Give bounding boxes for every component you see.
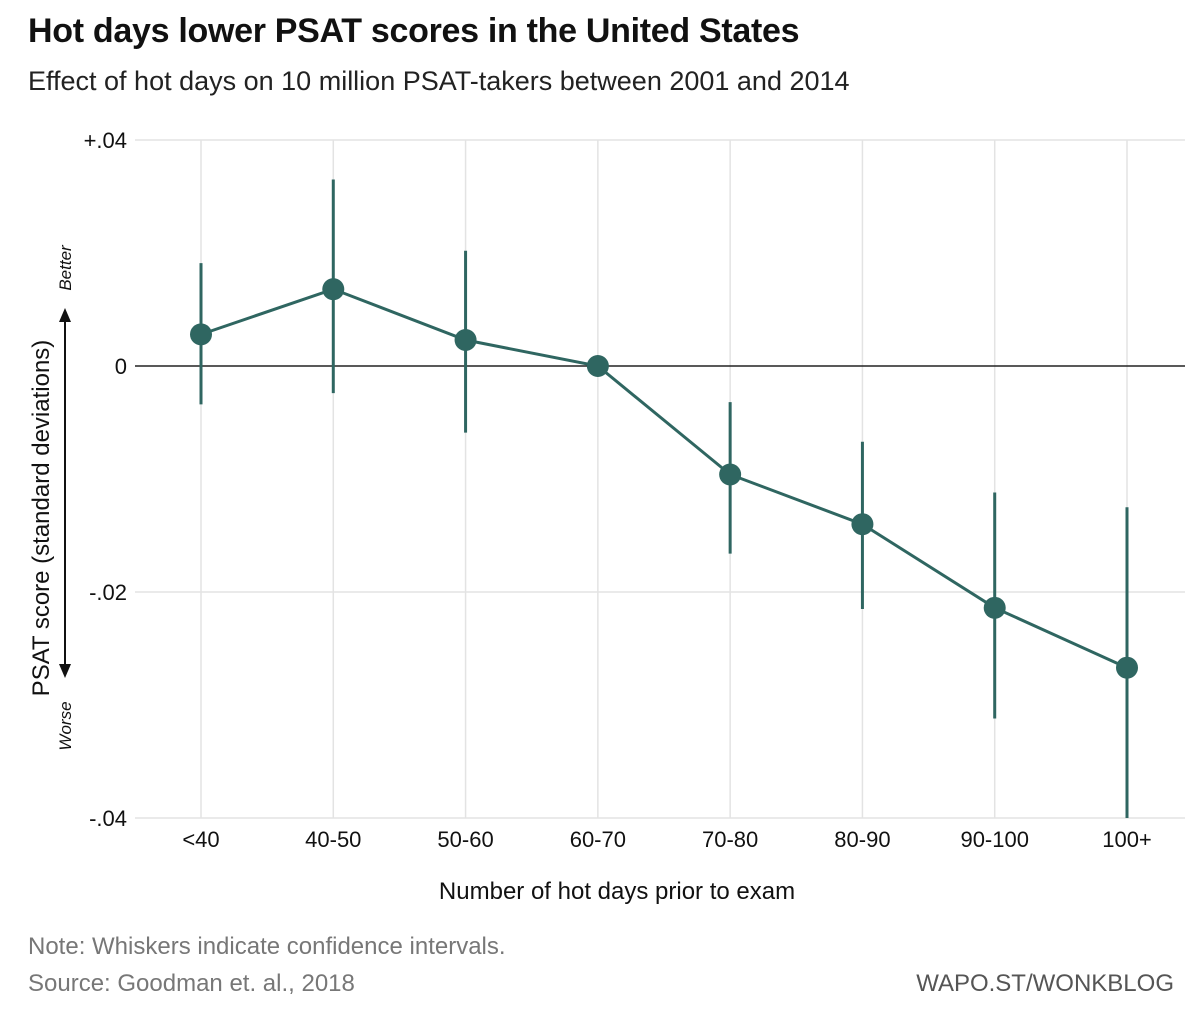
y-axis-label: PSAT score (standard deviations)	[28, 340, 55, 697]
y-tick-label: 0	[115, 354, 127, 379]
y-tick-label: +.04	[84, 128, 127, 153]
note: Note: Whiskers indicate confidence inter…	[28, 933, 506, 960]
credit: WAPO.ST/WONKBLOG	[916, 970, 1174, 997]
data-point	[322, 278, 345, 301]
x-tick-label: <40	[182, 827, 219, 852]
x-tick-label: 100+	[1102, 827, 1152, 852]
chart-title: Hot days lower PSAT scores in the United…	[28, 12, 800, 50]
data-point	[983, 596, 1006, 619]
y-tick-label: -.02	[89, 580, 127, 605]
y-better-label: Better	[56, 244, 75, 291]
chart-subtitle: Effect of hot days on 10 million PSAT-ta…	[28, 66, 850, 96]
x-tick-label: 90-100	[960, 827, 1029, 852]
y-tick-label: -.04	[89, 806, 127, 831]
data-point	[586, 355, 609, 377]
y-direction-arrow	[59, 308, 71, 678]
series-line	[200, 287, 1128, 670]
x-tick-label: 60-70	[570, 827, 626, 852]
x-tick-label: 70-80	[702, 827, 758, 852]
x-tick-label: 50-60	[437, 827, 493, 852]
x-tick-label: 40-50	[305, 827, 361, 852]
source: Source: Goodman et. al., 2018	[28, 970, 355, 997]
data-point	[851, 513, 874, 536]
x-tick-label: 80-90	[834, 827, 890, 852]
data-point	[719, 463, 742, 486]
data-point	[190, 323, 212, 346]
data-point	[454, 329, 477, 352]
x-axis-label: Number of hot days prior to exam	[439, 878, 795, 905]
data-point	[1116, 656, 1138, 679]
y-worse-label: Worse	[56, 701, 75, 750]
